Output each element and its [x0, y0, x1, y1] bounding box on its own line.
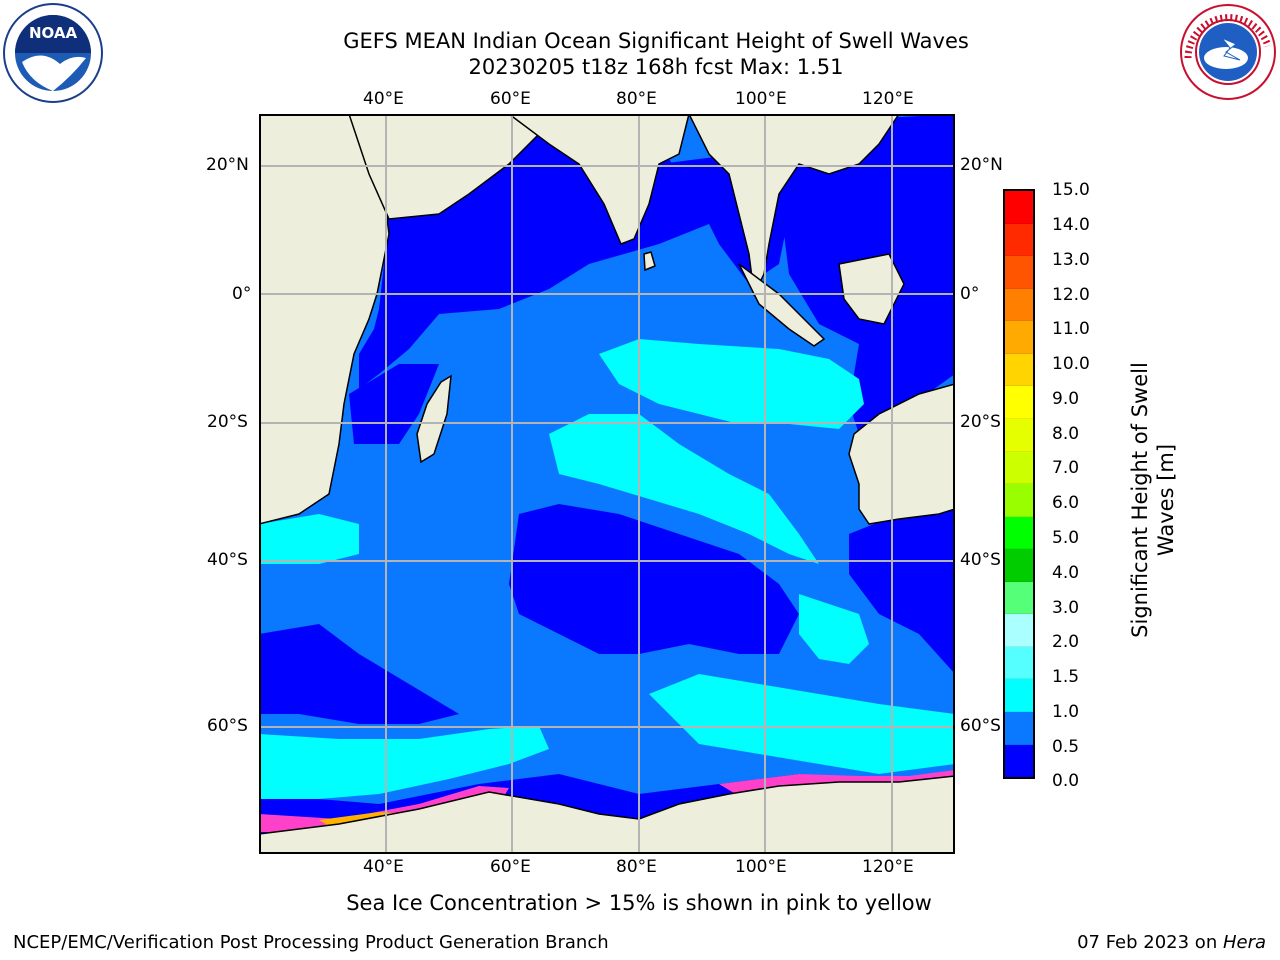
lat-label-left: 40°S — [207, 550, 248, 570]
sea-ice-note: Sea Ice Concentration > 15% is shown in … — [346, 891, 932, 915]
colorbar-segment — [1005, 614, 1033, 647]
band-0-0.5-wa — [849, 494, 955, 674]
chart-title: GEFS MEAN Indian Ocean Significant Heigh… — [343, 29, 969, 53]
colorbar-segment — [1005, 288, 1033, 322]
colorbar-tick: 0.0 — [1052, 771, 1080, 791]
lat-label-right: 20°N — [960, 155, 1003, 175]
band-1.0-1.5-se — [799, 594, 869, 664]
band-0-0.5-sw-south — [259, 624, 459, 724]
lon-label-top: 120°E — [862, 89, 914, 109]
colorbar-segment — [1005, 451, 1033, 485]
lat-label-right: 60°S — [960, 716, 1001, 736]
colorbar-segment — [1005, 646, 1033, 680]
band-1.0-1.5-southwest — [259, 726, 549, 799]
noaa-text: NOAA — [29, 24, 78, 42]
colorbar-label: Significant Height of Swell Waves [m] — [1127, 350, 1183, 650]
graticule — [259, 114, 955, 854]
colorbar-tick: 13.0 — [1052, 250, 1090, 270]
colorbar-tick: 11.0 — [1052, 319, 1090, 339]
lat-label-left: 20°N — [206, 155, 249, 175]
colorbar-tick: 5.0 — [1052, 528, 1080, 548]
band-0-0.5-south — [509, 504, 799, 654]
colorbar-segment — [1005, 256, 1033, 289]
colorbar-segment — [1005, 516, 1033, 550]
colorbar-segment — [1005, 549, 1033, 582]
colorbar-label-line2: Waves [m] — [1154, 443, 1178, 557]
land-borneo — [838, 253, 905, 325]
colorbar-tick: 12.0 — [1052, 285, 1090, 305]
colorbar-ticks: 15.0 14.0 13.0 12.0 11.0 10.0 9.0 8.0 7.… — [1040, 180, 1100, 792]
land-australia — [848, 383, 955, 525]
colorbar-label-line1: Significant Height of Swell — [1128, 362, 1152, 638]
colorbar-segment — [1005, 223, 1033, 257]
lat-label-right: 40°S — [960, 550, 1001, 570]
colorbar-tick: 4.0 — [1052, 563, 1080, 583]
footer-date-text: 07 Feb 2023 on — [1077, 932, 1223, 953]
lon-label-bottom: 40°E — [363, 857, 404, 877]
colorbar-tick: 1.0 — [1052, 702, 1080, 722]
colorbar-tick: 7.0 — [1052, 458, 1080, 478]
land-se-asia — [688, 114, 900, 297]
colorbar-tick: 14.0 — [1052, 215, 1090, 235]
lon-label-bottom: 80°E — [616, 857, 657, 877]
band-1.0-1.5-central — [599, 339, 864, 429]
chart-subtitle: 20230205 t18z 168h fcst Max: 1.51 — [468, 55, 844, 79]
colorbar-segment — [1005, 744, 1033, 778]
nws-logo — [1180, 4, 1276, 100]
lon-label-top: 40°E — [363, 89, 404, 109]
colorbar-segment — [1005, 581, 1033, 615]
footer-host: Hera — [1222, 932, 1266, 953]
colorbar-segment — [1005, 191, 1033, 224]
colorbar-segment — [1005, 386, 1033, 419]
lon-label-top: 80°E — [616, 89, 657, 109]
colorbar-segment — [1005, 484, 1033, 517]
colorbar-tick: 0.5 — [1052, 737, 1080, 757]
noaa-logo: NOAA — [3, 3, 103, 103]
map-frame — [259, 114, 955, 854]
land-india — [507, 114, 690, 245]
lon-label-top: 100°E — [735, 89, 787, 109]
colorbar-tick: 6.0 — [1052, 493, 1080, 513]
colorbar-segment — [1005, 712, 1033, 745]
lat-label-left: 20°S — [207, 412, 248, 432]
map-panel — [259, 114, 955, 854]
colorbar-segment — [1005, 353, 1033, 387]
colorbar-tick: 9.0 — [1052, 389, 1080, 409]
colorbar-tick: 10.0 — [1052, 354, 1090, 374]
colorbar-tick: 15.0 — [1052, 180, 1090, 200]
lat-label-right: 0° — [960, 284, 980, 304]
lat-label-left: 0° — [232, 284, 252, 304]
colorbar-tick: 2.0 — [1052, 632, 1080, 652]
colorbar-tick: 3.0 — [1052, 598, 1080, 618]
colorbar-tick: 8.0 — [1052, 424, 1080, 444]
band-1.0-1.5-mid — [549, 414, 819, 564]
footer-credit: NCEP/EMC/Verification Post Processing Pr… — [13, 932, 609, 953]
colorbar — [1003, 189, 1035, 779]
lon-label-bottom: 60°E — [490, 857, 531, 877]
land-sri-lanka — [643, 251, 656, 272]
lat-label-right: 20°S — [960, 412, 1001, 432]
footer-date: 07 Feb 2023 on Hera — [1077, 932, 1266, 953]
colorbar-segment — [1005, 321, 1033, 354]
lon-label-top: 60°E — [490, 89, 531, 109]
colorbar-segment — [1005, 679, 1033, 712]
colorbar-segment — [1005, 418, 1033, 452]
lon-label-bottom: 100°E — [735, 857, 787, 877]
band-1.0-1.5-west — [259, 514, 359, 564]
land-antarctica — [259, 775, 955, 854]
land-madagascar — [416, 374, 452, 464]
lon-label-bottom: 120°E — [862, 857, 914, 877]
band-1.0-1.5-south — [649, 674, 955, 774]
lat-label-left: 60°S — [207, 716, 248, 736]
colorbar-tick: 1.5 — [1052, 667, 1080, 687]
